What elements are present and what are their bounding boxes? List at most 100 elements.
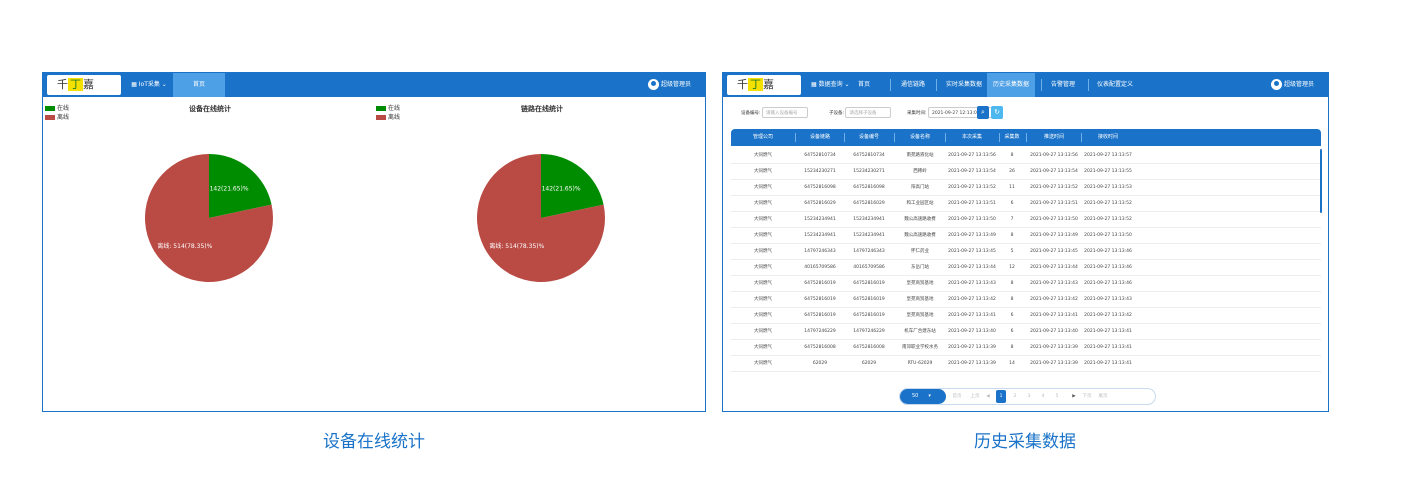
prev-arrow-icon[interactable]: ◀	[986, 394, 990, 399]
user-menu[interactable]: 超级管理员	[1270, 73, 1314, 97]
col-push-time[interactable]: 推送时间	[1043, 134, 1065, 140]
cell-receive-time: 2021-09-27 13:13:50	[1084, 233, 1132, 238]
avatar	[1270, 79, 1282, 90]
tab-realtime-data[interactable]: 实时采集数据	[945, 81, 982, 88]
cell-count: 14	[1009, 361, 1015, 366]
cell-count: 8	[1010, 297, 1014, 302]
prev-page-button[interactable]: 上页	[970, 394, 980, 399]
page-number[interactable]: 5	[1055, 394, 1059, 399]
tab-comm-link[interactable]: 通信链路	[900, 81, 925, 88]
legend-online[interactable]: 在线	[45, 104, 69, 113]
pie-label-offline: 离线: 514(78.35)%	[489, 242, 544, 250]
cell-count: 8	[1010, 153, 1014, 158]
cell-count: 6	[1010, 201, 1014, 206]
logo: 千丁嘉 ®	[47, 75, 121, 95]
page-size-select[interactable]: 50 ▾	[900, 389, 946, 404]
table-row[interactable]: 大同燃气 64752810734 64752810734 南苑路液化站 2021-09-…	[731, 148, 1321, 164]
table-row[interactable]: 大同燃气 64752816019 64752816019 皇苑商贸基地 2021-09-…	[731, 292, 1321, 308]
cell-push-time: 2021-09-27 13:13:45	[1030, 249, 1078, 254]
col-link[interactable]: 设备链路	[809, 134, 831, 140]
tab-home[interactable]: 首页	[173, 73, 225, 97]
pie-slice-online[interactable]	[209, 154, 272, 218]
menu-icon: ▦	[131, 81, 139, 88]
table-row[interactable]: 大同燃气 14797246229 14797246229 机车厂合建东站 2021-09…	[731, 324, 1321, 340]
page-number[interactable]: 3	[1027, 394, 1031, 399]
cell-receive-time: 2021-09-27 13:13:55	[1084, 169, 1132, 174]
nav-menu-data-query[interactable]: ▦ 数据查询 ⌄	[811, 81, 850, 88]
pie-slice-offline[interactable]	[477, 154, 605, 282]
device-number-input[interactable]: 请输入设备编号	[761, 107, 808, 118]
cell-receive-time: 2021-09-27 13:13:42	[1084, 313, 1132, 318]
table-row[interactable]: 大同燃气 15234230271 15234230271 西韩岭 2021-09-27 …	[731, 164, 1321, 180]
first-page-button[interactable]: 首页	[952, 394, 962, 399]
legend-offline[interactable]: 离线	[376, 113, 400, 122]
refresh-button[interactable]: ↻	[991, 106, 1003, 119]
cell-device-no: 64752816008	[853, 345, 885, 350]
col-company[interactable]: 管理公司	[752, 134, 774, 140]
cell-company: 大同燃气	[754, 297, 772, 302]
table-row[interactable]: 大同燃气 15234234941 15234234941 魏公高速路收费 2021-09…	[731, 228, 1321, 244]
cell-count: 5	[1010, 249, 1014, 254]
table-row[interactable]: 大同燃气 64752816008 64752816008 南郊职业学校水务 2021-0…	[731, 340, 1321, 356]
table-row[interactable]: 大同燃气 15234234941 15234234941 魏公高速路收费 2021-09…	[731, 212, 1321, 228]
cell-link: 64752816008	[804, 345, 836, 350]
last-page-button[interactable]: 尾页	[1098, 394, 1108, 399]
cell-push-time: 2021-09-27 13:13:49	[1030, 233, 1078, 238]
table-row[interactable]: 大同燃气 64752816098 64752816098 阳高门站 2021-09-27…	[731, 180, 1321, 196]
tab-meter-config[interactable]: 仪表配置定义	[1096, 81, 1133, 88]
cell-device-name: 怀仁药业	[911, 249, 929, 254]
table-row[interactable]: 大同燃气 64752816029 64752816029 和工业园区站 2021-09-…	[731, 196, 1321, 212]
col-receive-time[interactable]: 接收时间	[1097, 134, 1119, 140]
cell-push-time: 2021-09-27 13:13:41	[1030, 313, 1078, 318]
cell-device-name: 和工业园区站	[906, 201, 934, 206]
table-row[interactable]: 大同燃气 62029 62029 RTU-62029 2021-09-27 13:13:…	[731, 356, 1321, 372]
cell-company: 大同燃气	[754, 361, 772, 366]
legend-offline[interactable]: 离线	[45, 113, 69, 122]
table-row[interactable]: 大同燃气 40165709586 40165709586 东岳门站 2021-09-27…	[731, 260, 1321, 276]
col-this-collect[interactable]: 本次采集	[961, 134, 983, 140]
logo: 千丁嘉 ®	[727, 75, 801, 95]
page-number[interactable]: 4	[1041, 394, 1045, 399]
table-scrollbar[interactable]	[1320, 149, 1322, 213]
cell-push-time: 2021-09-27 13:13:39	[1030, 345, 1078, 350]
cell-collect-time: 2021-09-27 13:13:44	[948, 265, 996, 270]
cell-count: 12	[1009, 265, 1015, 270]
cell-collect-time: 2021-09-27 13:13:49	[948, 233, 996, 238]
col-count[interactable]: 采集数	[1004, 134, 1020, 140]
nav-menu-iot[interactable]: ▦ IoT采集 ⌄	[131, 81, 167, 88]
legend-online[interactable]: 在线	[376, 104, 400, 113]
col-device-no[interactable]: 设备编号	[858, 134, 880, 140]
cell-push-time: 2021-09-27 13:13:52	[1030, 185, 1078, 190]
tab-home[interactable]: 首页	[857, 81, 870, 88]
cell-device-name: 皇苑商贸基地	[906, 297, 934, 302]
tab-alarm-management[interactable]: 告警管理	[1050, 81, 1075, 88]
pie-slice-offline[interactable]	[144, 154, 273, 282]
cell-receive-time: 2021-09-27 13:13:46	[1084, 281, 1132, 286]
col-device-name[interactable]: 设备名称	[909, 134, 931, 140]
cell-company: 大同燃气	[754, 265, 772, 270]
search-button[interactable]: ⌕	[977, 106, 989, 119]
cell-device-name: 皇苑商贸基地	[906, 281, 934, 286]
cell-device-no: 64752816019	[853, 313, 885, 318]
cell-push-time: 2021-09-27 13:13:50	[1030, 217, 1078, 222]
next-arrow-icon[interactable]: ▶	[1072, 394, 1076, 399]
table-row[interactable]: 大同燃气 64752816019 64752816019 皇苑商贸基地 2021-09-…	[731, 276, 1321, 292]
pie-slice-online[interactable]	[541, 154, 604, 218]
history-data-screen: 千丁嘉 ® ▦ 数据查询 ⌄ 首页 通信链路 实时采集数据 历史采集数据 告警管理…	[722, 72, 1329, 412]
top-navbar: 千丁嘉 ® ▦ IoT采集 ⌄ 首页 超级管理员	[43, 73, 705, 97]
table-row[interactable]: 大同燃气 64752816019 64752816019 皇苑商贸基地 2021-09-…	[731, 308, 1321, 324]
cell-collect-time: 2021-09-27 13:13:42	[948, 297, 996, 302]
cell-device-no: 15234230271	[853, 169, 885, 174]
chevron-down-icon: ⌄	[842, 81, 850, 88]
cell-company: 大同燃气	[754, 329, 772, 334]
tab-history-data[interactable]: 历史采集数据	[987, 73, 1035, 97]
table-row[interactable]: 大同燃气 14797246343 14797246343 怀仁药业 2021-09-27…	[731, 244, 1321, 260]
sub-device-select[interactable]: 请选择子设备	[845, 107, 892, 118]
cell-device-no: 64752816019	[853, 297, 885, 302]
user-menu[interactable]: 超级管理员	[647, 73, 691, 97]
next-page-button[interactable]: 下页	[1082, 394, 1092, 399]
cell-push-time: 2021-09-27 13:13:42	[1030, 297, 1078, 302]
page-number[interactable]: 1	[996, 390, 1006, 403]
cell-receive-time: 2021-09-27 13:13:52	[1084, 201, 1132, 206]
page-number[interactable]: 2	[1013, 394, 1017, 399]
